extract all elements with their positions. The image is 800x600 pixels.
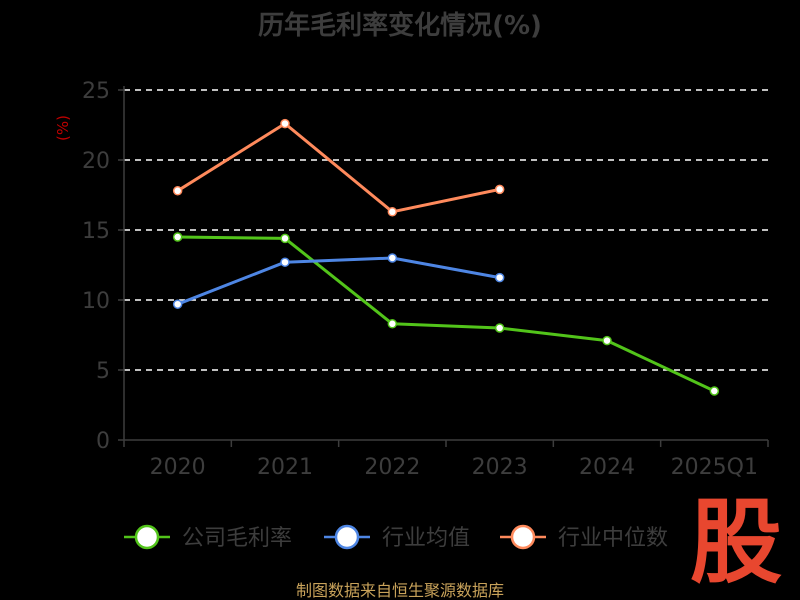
series-2 bbox=[172, 118, 505, 217]
y-tick-label: 5 bbox=[96, 359, 110, 384]
y-tick-label: 25 bbox=[82, 79, 110, 104]
legend-item[interactable]: 行业中位数 bbox=[500, 524, 668, 551]
x-tick-label: 2023 bbox=[472, 455, 528, 480]
legend: 公司毛利率 行业均值 行业中位数 bbox=[124, 524, 668, 551]
chart-title: 历年毛利率变化情况(%) bbox=[258, 10, 542, 41]
series-lines bbox=[172, 118, 720, 396]
y-axis-ticks: 0 5 10 15 20 25 bbox=[82, 79, 124, 454]
data-point[interactable] bbox=[387, 319, 398, 329]
axes bbox=[123, 86, 768, 441]
y-tick-label: 20 bbox=[82, 149, 110, 174]
x-tick-label: 2024 bbox=[579, 455, 635, 480]
data-point[interactable] bbox=[494, 184, 505, 195]
legend-swatch-marker bbox=[334, 524, 360, 550]
data-point[interactable] bbox=[280, 257, 290, 267]
x-tick-label: 2021 bbox=[257, 455, 313, 480]
data-point[interactable] bbox=[387, 207, 398, 217]
y-tick-label: 10 bbox=[82, 289, 110, 314]
series-line bbox=[177, 256, 500, 306]
source-note: 制图数据来自恒生聚源数据库 bbox=[296, 581, 504, 600]
legend-item[interactable]: 公司毛利率 bbox=[124, 524, 292, 551]
legend-label: 行业均值 bbox=[382, 526, 470, 551]
x-tick-label: 2025Q1 bbox=[671, 455, 758, 480]
y-tick-label: 15 bbox=[82, 219, 110, 244]
data-point[interactable] bbox=[602, 335, 612, 346]
series-0 bbox=[172, 232, 720, 396]
legend-item[interactable]: 行业均值 bbox=[324, 524, 470, 551]
y-axis-label: (%) bbox=[54, 115, 72, 141]
data-point[interactable] bbox=[494, 323, 505, 333]
legend-swatch-marker bbox=[510, 524, 536, 550]
legend-label: 行业中位数 bbox=[558, 526, 668, 551]
x-tick-label: 2020 bbox=[150, 455, 206, 480]
data-point[interactable] bbox=[280, 233, 290, 244]
series-line bbox=[177, 235, 715, 393]
brand-logo: 股 bbox=[690, 489, 782, 596]
data-point[interactable] bbox=[172, 186, 183, 196]
gridlines bbox=[124, 89, 768, 371]
data-point[interactable] bbox=[494, 272, 505, 283]
data-point[interactable] bbox=[172, 299, 183, 309]
x-axis-ticks: 2020 2021 2022 2023 2024 2025Q1 bbox=[123, 440, 769, 480]
series-1 bbox=[172, 253, 505, 309]
data-point[interactable] bbox=[280, 118, 290, 129]
series-line bbox=[176, 122, 500, 214]
data-point[interactable] bbox=[172, 232, 183, 242]
legend-label: 公司毛利率 bbox=[182, 526, 292, 551]
data-point[interactable] bbox=[387, 253, 398, 263]
x-tick-label: 2022 bbox=[364, 455, 420, 480]
legend-swatch-marker bbox=[134, 524, 160, 550]
data-point[interactable] bbox=[709, 386, 720, 396]
y-tick-label: 0 bbox=[96, 429, 110, 454]
